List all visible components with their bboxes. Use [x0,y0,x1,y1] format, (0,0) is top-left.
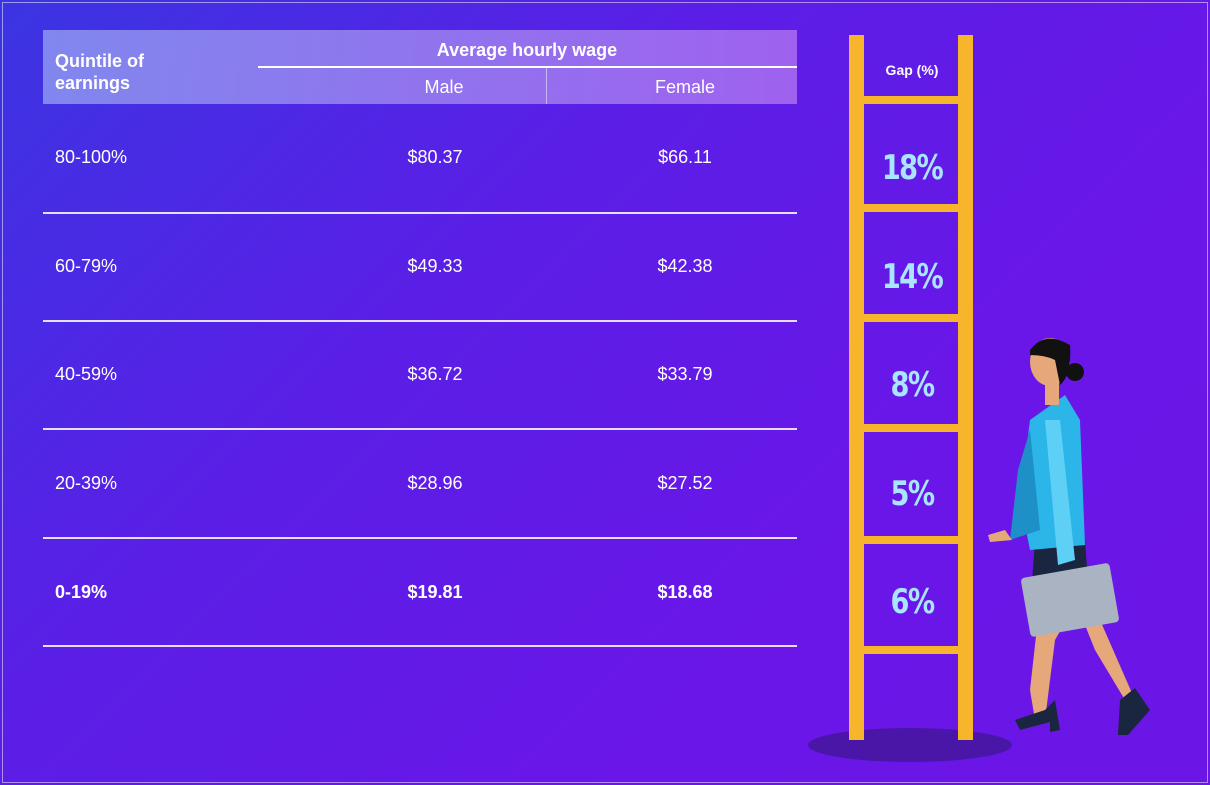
gap-title: Gap (%) [885,62,939,78]
row-rule [43,212,797,214]
row-rule [43,320,797,323]
cell-female: $66.11 [658,147,712,167]
cell-male: $49.33 [407,255,463,276]
header-quintile: Quintile of earnings [55,51,144,93]
cell-female: $27.52 [657,473,713,494]
ladder [849,35,973,740]
cell-quintile: 0-19% [55,581,108,602]
header-female: Female [654,77,716,97]
header-male: Male [424,77,464,97]
header-group: Average hourly wage [436,40,618,60]
gap-value: 8% [890,365,936,405]
gap-value: 6% [890,582,936,622]
cell-male: $28.96 [407,473,463,494]
row-rule [43,644,797,647]
cell-female: $18.68 [657,581,713,602]
gap-value: 5% [890,473,936,514]
header-divider [546,68,547,104]
header-rule [258,66,797,68]
row-rule [43,536,797,539]
gap-value: 14% [881,256,944,297]
shadow [808,728,1012,762]
cell-female: $42.38 [657,255,713,276]
cell-female: $33.79 [657,364,713,385]
cell-quintile: 60-79% [55,255,118,276]
cell-male: $80.37 [407,147,463,167]
row-rule [43,428,797,431]
gap-value: 18% [881,148,944,188]
cell-quintile: 80-100% [55,147,128,167]
woman [988,338,1150,735]
cell-male: $36.72 [407,364,463,385]
cell-quintile: 40-59% [55,364,118,385]
cell-quintile: 20-39% [55,473,118,494]
cell-male: $19.81 [407,581,463,602]
